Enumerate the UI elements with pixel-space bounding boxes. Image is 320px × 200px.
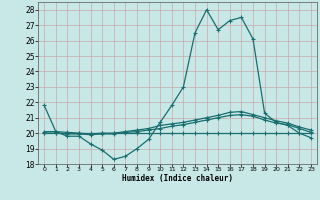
X-axis label: Humidex (Indice chaleur): Humidex (Indice chaleur) xyxy=(122,174,233,183)
